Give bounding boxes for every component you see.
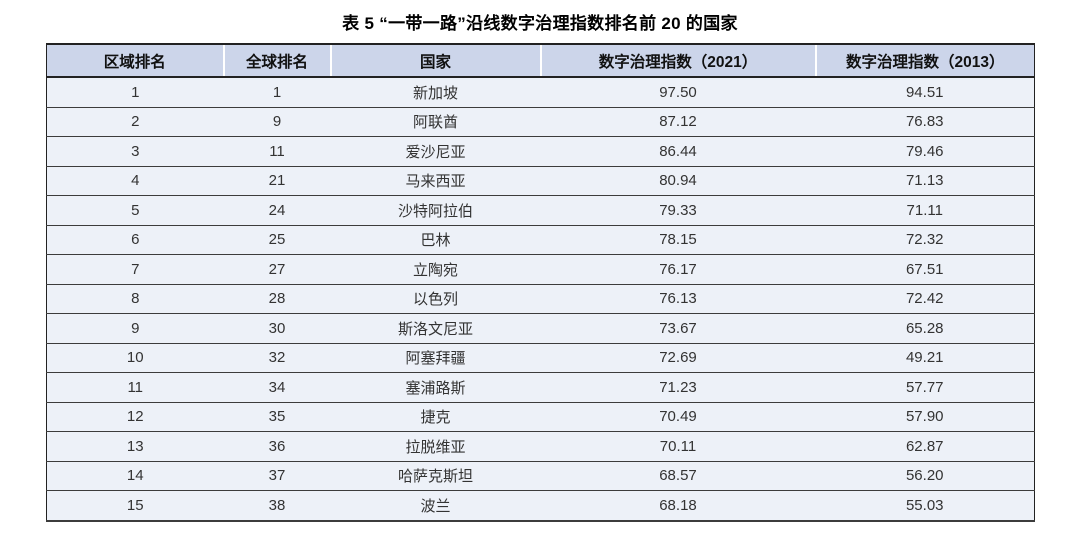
table-row: 8 28 以色列 76.13 72.42 — [46, 284, 1035, 314]
cell-global-rank: 35 — [223, 402, 331, 432]
cell-country: 巴林 — [330, 225, 541, 255]
cell-country: 沙特阿拉伯 — [330, 195, 541, 226]
cell-index-2013: 56.20 — [815, 461, 1035, 491]
table-row: 6 25 巴林 78.15 72.32 — [46, 225, 1035, 255]
cell-index-2021: 72.69 — [540, 343, 816, 373]
table-row: 12 35 捷克 70.49 57.90 — [46, 402, 1035, 432]
cell-country: 阿塞拜疆 — [330, 343, 541, 373]
cell-index-2013: 65.28 — [815, 313, 1035, 344]
cell-global-rank: 27 — [223, 254, 331, 285]
cell-index-2013: 79.46 — [815, 136, 1035, 167]
cell-global-rank: 38 — [223, 490, 331, 522]
cell-index-2013: 57.77 — [815, 372, 1035, 403]
cell-index-2013: 62.87 — [815, 431, 1035, 462]
cell-regional-rank: 4 — [46, 166, 224, 196]
cell-country: 拉脱维亚 — [330, 431, 541, 462]
cell-regional-rank: 10 — [46, 343, 224, 373]
cell-regional-rank: 14 — [46, 461, 224, 491]
cell-country: 爱沙尼亚 — [330, 136, 541, 167]
column-header-regional-rank: 区域排名 — [46, 43, 224, 78]
cell-index-2013: 67.51 — [815, 254, 1035, 285]
cell-index-2013: 57.90 — [815, 402, 1035, 432]
cell-country: 立陶宛 — [330, 254, 541, 285]
cell-regional-rank: 9 — [46, 313, 224, 344]
table-row: 4 21 马来西亚 80.94 71.13 — [46, 166, 1035, 196]
cell-index-2021: 97.50 — [540, 77, 816, 108]
cell-regional-rank: 5 — [46, 195, 224, 226]
cell-global-rank: 30 — [223, 313, 331, 344]
cell-country: 波兰 — [330, 490, 541, 522]
column-header-index-2021: 数字治理指数（2021） — [539, 43, 816, 78]
cell-global-rank: 1 — [223, 77, 331, 108]
cell-index-2021: 68.57 — [540, 461, 816, 491]
cell-country: 新加坡 — [330, 77, 541, 108]
cell-country: 哈萨克斯坦 — [330, 461, 541, 491]
cell-index-2013: 72.42 — [815, 284, 1035, 314]
cell-country: 斯洛文尼亚 — [330, 313, 541, 344]
column-header-global-rank: 全球排名 — [222, 43, 331, 78]
table-row: 1 1 新加坡 97.50 94.51 — [46, 77, 1035, 108]
table-row: 13 36 拉脱维亚 70.11 62.87 — [46, 431, 1035, 462]
cell-regional-rank: 6 — [46, 225, 224, 255]
cell-index-2021: 79.33 — [540, 195, 816, 226]
cell-country: 塞浦路斯 — [330, 372, 541, 403]
cell-index-2021: 80.94 — [540, 166, 816, 196]
cell-regional-rank: 11 — [46, 372, 224, 403]
cell-index-2021: 86.44 — [540, 136, 816, 167]
table-row: 10 32 阿塞拜疆 72.69 49.21 — [46, 343, 1035, 373]
table-row: 15 38 波兰 68.18 55.03 — [46, 490, 1035, 522]
digital-governance-index-table: 区域排名 全球排名 国家 数字治理指数（2021） 数字治理指数（2013） 1… — [46, 43, 1035, 522]
cell-country: 阿联酋 — [330, 107, 541, 137]
cell-regional-rank: 13 — [46, 431, 224, 462]
cell-global-rank: 25 — [223, 225, 331, 255]
cell-index-2013: 55.03 — [815, 490, 1035, 522]
table-row: 3 11 爱沙尼亚 86.44 79.46 — [46, 136, 1035, 167]
cell-index-2021: 73.67 — [540, 313, 816, 344]
column-header-country: 国家 — [329, 43, 541, 78]
cell-global-rank: 9 — [223, 107, 331, 137]
page-title: 表 5 “一带一路”沿线数字治理指数排名前 20 的国家 — [342, 14, 738, 33]
cell-regional-rank: 15 — [46, 490, 224, 522]
cell-index-2013: 94.51 — [815, 77, 1035, 108]
cell-global-rank: 32 — [223, 343, 331, 373]
cell-index-2013: 72.32 — [815, 225, 1035, 255]
cell-regional-rank: 8 — [46, 284, 224, 314]
table-row: 11 34 塞浦路斯 71.23 57.77 — [46, 372, 1035, 403]
cell-global-rank: 24 — [223, 195, 331, 226]
cell-global-rank: 36 — [223, 431, 331, 462]
cell-regional-rank: 1 — [46, 77, 224, 108]
cell-country: 马来西亚 — [330, 166, 541, 196]
cell-index-2013: 71.11 — [815, 195, 1035, 226]
cell-index-2021: 68.18 — [540, 490, 816, 522]
cell-index-2013: 71.13 — [815, 166, 1035, 196]
table-row: 5 24 沙特阿拉伯 79.33 71.11 — [46, 195, 1035, 226]
cell-regional-rank: 7 — [46, 254, 224, 285]
table-row: 9 30 斯洛文尼亚 73.67 65.28 — [46, 313, 1035, 344]
cell-index-2021: 70.49 — [540, 402, 816, 432]
cell-index-2021: 76.17 — [540, 254, 816, 285]
cell-index-2021: 76.13 — [540, 284, 816, 314]
table-row: 7 27 立陶宛 76.17 67.51 — [46, 254, 1035, 285]
cell-regional-rank: 2 — [46, 107, 224, 137]
table-header-row: 区域排名 全球排名 国家 数字治理指数（2021） 数字治理指数（2013） — [46, 43, 1035, 78]
table-row: 2 9 阿联酋 87.12 76.83 — [46, 107, 1035, 137]
cell-index-2021: 70.11 — [540, 431, 816, 462]
cell-global-rank: 28 — [223, 284, 331, 314]
cell-index-2021: 78.15 — [540, 225, 816, 255]
cell-index-2013: 76.83 — [815, 107, 1035, 137]
table-row: 14 37 哈萨克斯坦 68.57 56.20 — [46, 461, 1035, 491]
cell-index-2013: 49.21 — [815, 343, 1035, 373]
cell-global-rank: 11 — [223, 136, 331, 167]
cell-country: 捷克 — [330, 402, 541, 432]
cell-global-rank: 37 — [223, 461, 331, 491]
cell-regional-rank: 12 — [46, 402, 224, 432]
cell-index-2021: 87.12 — [540, 107, 816, 137]
cell-index-2021: 71.23 — [540, 372, 816, 403]
cell-global-rank: 34 — [223, 372, 331, 403]
cell-global-rank: 21 — [223, 166, 331, 196]
cell-country: 以色列 — [330, 284, 541, 314]
column-header-index-2013: 数字治理指数（2013） — [814, 43, 1035, 78]
cell-regional-rank: 3 — [46, 136, 224, 167]
table-container: 区域排名 全球排名 国家 数字治理指数（2021） 数字治理指数（2013） 1… — [46, 43, 1035, 522]
